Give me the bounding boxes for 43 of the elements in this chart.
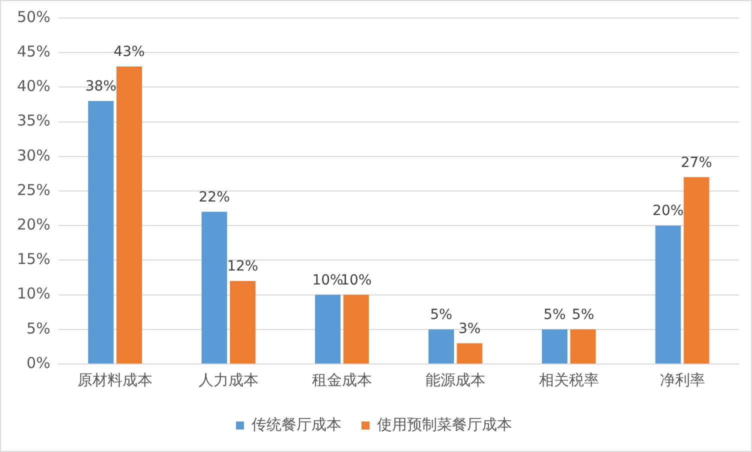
y-tick-label: 35% [16,112,50,130]
bar [684,177,710,364]
bar [315,294,341,364]
legend-label: 使用预制菜餐厅成本 [377,415,512,434]
bar [542,329,568,364]
y-tick-label: 50% [16,8,50,26]
data-label: 5% [544,307,566,324]
x-tick-label: 相关税率 [538,370,599,389]
bar [202,212,228,364]
data-label: 10% [312,272,344,288]
y-tick-label: 15% [16,250,50,268]
y-tick-label: 30% [16,146,50,164]
x-tick-label: 租金成本 [312,370,372,389]
bar [428,329,454,364]
data-label: 27% [680,154,712,171]
data-label: 38% [85,78,116,95]
y-tick-label: 45% [16,42,50,60]
data-label: 20% [652,203,684,220]
x-tick-label: 原材料成本 [78,370,153,389]
data-label: 10% [340,272,372,288]
y-tick-label: 25% [16,180,50,199]
bar [88,101,114,364]
bar [230,280,256,364]
data-label: 3% [458,320,481,337]
bar [116,66,142,364]
y-tick-label: 10% [16,284,50,303]
y-tick-label: 20% [16,215,50,234]
bar [570,329,596,364]
x-tick-label: 净利率 [660,370,705,389]
y-tick-label: 0% [26,354,50,372]
data-label: 12% [227,258,258,275]
data-label: 22% [198,189,230,206]
x-tick-label: 人力成本 [198,370,259,389]
y-tick-label: 5% [26,319,50,338]
data-label: 5% [572,307,594,324]
bar [655,226,681,364]
legend-label: 传统餐厅成本 [252,415,342,434]
x-tick-label: 能源成本 [425,370,486,389]
y-tick-label: 40% [16,77,50,96]
data-label: 5% [430,307,452,324]
data-label: 43% [114,44,145,60]
bar [456,343,482,364]
bar [343,294,369,364]
